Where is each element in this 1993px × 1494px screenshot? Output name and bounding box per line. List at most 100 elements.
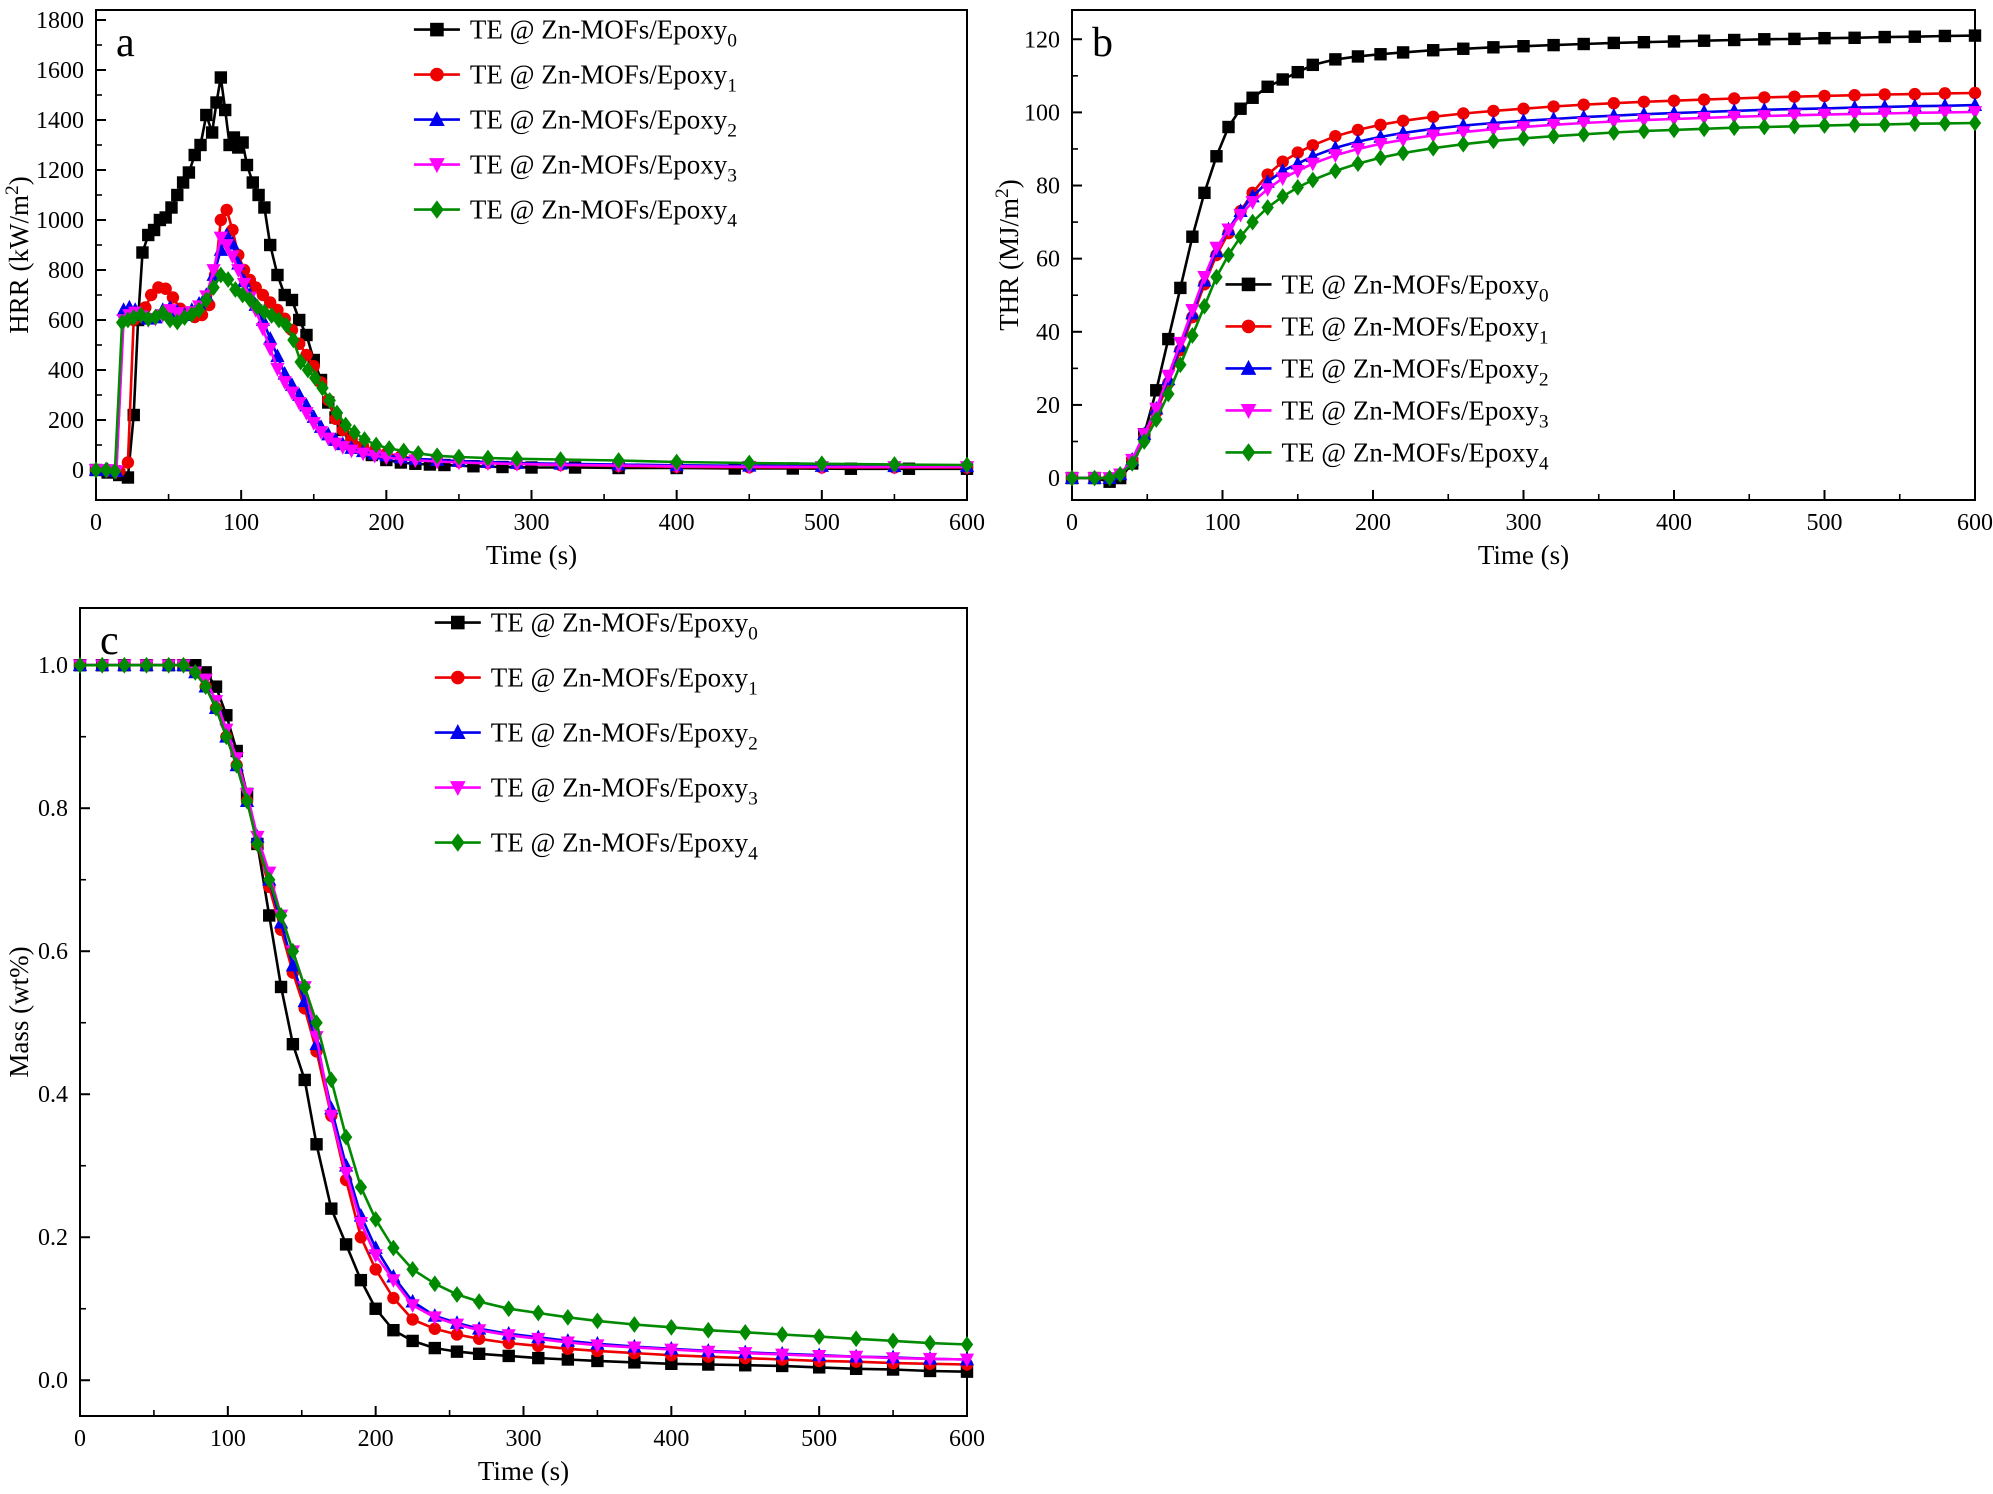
x-tick-label: 0 <box>74 1426 86 1452</box>
legend-label: TE @ Zn-MOFs/Epoxy4 <box>491 828 758 865</box>
x-tick-label: 300 <box>1506 510 1542 536</box>
x-tick-label: 600 <box>949 1426 985 1452</box>
series-line <box>96 236 967 473</box>
y-tick-label: 100 <box>1024 100 1060 126</box>
legend-entry-epoxy1: TE @ Zn-MOFs/Epoxy1 <box>413 60 737 97</box>
x-tick-label: 200 <box>358 1426 394 1452</box>
series-b-epoxy4 <box>1065 114 1982 487</box>
y-tick-label: 0.2 <box>38 1225 68 1251</box>
legend-label: TE @ Zn-MOFs/Epoxy0 <box>491 608 758 645</box>
series-c-epoxy2 <box>72 657 975 1366</box>
legend-label: TE @ Zn-MOFs/Epoxy4 <box>1282 437 1549 474</box>
x-tick-label: 300 <box>506 1426 542 1452</box>
legend-entry-epoxy3: TE @ Zn-MOFs/Epoxy3 <box>434 773 758 810</box>
legend-label: TE @ Zn-MOFs/Epoxy2 <box>491 718 758 755</box>
x-tick-label: 400 <box>653 1426 689 1452</box>
panel-letter-b: b <box>1092 20 1113 66</box>
x-tick-label: 500 <box>801 1426 837 1452</box>
series-line <box>96 273 968 473</box>
legend-entry-epoxy1: TE @ Zn-MOFs/Epoxy1 <box>1225 311 1549 349</box>
chart-a-hrr-canvas: 0 100 200 300 400 500 600 0 200 400 600 800 1000 1200… <box>2 8 985 570</box>
y-tick-label: 1400 <box>36 108 84 134</box>
x-tick-label: 400 <box>659 510 695 536</box>
legend-entry-epoxy0: TE @ Zn-MOFs/Epoxy0 <box>413 15 737 52</box>
y-tick-label: 1000 <box>36 208 84 234</box>
y-axis-title: HRR (kW/m2) <box>2 176 34 333</box>
legend-label: TE @ Zn-MOFs/Epoxy1 <box>470 60 737 97</box>
series-c-epoxy0 <box>73 659 974 1378</box>
x-tick-label: 300 <box>514 510 550 536</box>
series-markers <box>88 227 975 478</box>
legend-entry-epoxy2: TE @ Zn-MOFs/Epoxy2 <box>413 105 737 142</box>
legend-label: TE @ Zn-MOFs/Epoxy3 <box>1282 395 1549 432</box>
series-c-epoxy4 <box>73 656 974 1353</box>
y-tick-label: 0.6 <box>38 939 68 965</box>
series-c-epoxy3 <box>72 659 975 1368</box>
plot-frame <box>1071 9 1976 501</box>
legend-label: TE @ Zn-MOFs/Epoxy1 <box>1282 311 1549 348</box>
series-line <box>80 663 968 1366</box>
x-tick-label: 500 <box>1807 510 1843 536</box>
legend-b: TE @ Zn-MOFs/Epoxy0 TE @ Zn-MOFs/Epoxy1 TE… <box>1225 269 1549 475</box>
series-line <box>96 233 967 473</box>
y-tick-label: 1600 <box>36 58 84 84</box>
y-tick-label: 0.4 <box>38 1082 68 1108</box>
panel-letter-a: a <box>116 20 135 66</box>
y-tick-label: 800 <box>48 258 84 284</box>
y-tick-label: 0.0 <box>38 1368 68 1394</box>
series-line <box>1072 110 1976 480</box>
legend-label: TE @ Zn-MOFs/Epoxy3 <box>470 150 737 187</box>
x-tick-label: 100 <box>210 1426 246 1452</box>
legend-label: TE @ Zn-MOFs/Epoxy3 <box>491 773 758 810</box>
x-tick-label: 400 <box>1656 510 1692 536</box>
y-tick-label: 60 <box>1036 247 1060 273</box>
x-tick-label: 0 <box>90 510 102 536</box>
legend-entry-epoxy3: TE @ Zn-MOFs/Epoxy3 <box>413 150 737 187</box>
x-tick-label: 100 <box>223 510 259 536</box>
series-c-epoxy1 <box>73 659 974 1371</box>
series-line <box>80 663 968 1361</box>
legend-entry-epoxy4: TE @ Zn-MOFs/Epoxy4 <box>434 828 758 865</box>
legend-label: TE @ Zn-MOFs/Epoxy2 <box>470 105 737 142</box>
y-tick-label: 80 <box>1036 174 1060 200</box>
legend-label: TE @ Zn-MOFs/Epoxy4 <box>470 195 737 232</box>
series-markers <box>89 266 974 480</box>
y-tick-label: 40 <box>1036 320 1060 346</box>
panel-c-mass: 0 100 200 300 400 500 600 0.0 0.2 0.4 0.6 0.8 1.0 Tim… <box>0 598 985 1494</box>
legend-entry-epoxy4: TE @ Zn-MOFs/Epoxy4 <box>413 195 737 232</box>
legend-entry-epoxy0: TE @ Zn-MOFs/Epoxy0 <box>434 608 758 645</box>
panel-a-hrr: 0 100 200 300 400 500 600 0 200 400 600 800 1000 1200… <box>0 0 985 578</box>
y-tick-label: 200 <box>48 408 84 434</box>
x-tick-label: 200 <box>1355 510 1391 536</box>
legend-c: TE @ Zn-MOFs/Epoxy0 TE @ Zn-MOFs/Epoxy1 TE… <box>434 608 758 865</box>
axes-a: 0 100 200 300 400 500 600 0 200 400 600 800 1000 1200… <box>36 8 985 536</box>
y-tick-label: 1800 <box>36 8 84 34</box>
series-a-epoxy2 <box>88 227 975 478</box>
y-tick-label: 120 <box>1024 27 1060 53</box>
x-tick-label: 600 <box>949 510 985 536</box>
panel-b-thr: 0 100 200 300 400 500 600 0 20 40 60 80 100 120 Time (… <box>990 0 1993 578</box>
y-tick-label: 0 <box>1048 466 1060 492</box>
legend-label: TE @ Zn-MOFs/Epoxy0 <box>1282 269 1549 306</box>
series-markers <box>73 659 974 1371</box>
x-tick-label: 0 <box>1066 510 1078 536</box>
series-line <box>80 663 968 1361</box>
legend-label: TE @ Zn-MOFs/Epoxy1 <box>491 663 758 700</box>
x-tick-label: 100 <box>1205 510 1241 536</box>
legend-entry-epoxy1: TE @ Zn-MOFs/Epoxy1 <box>434 663 758 700</box>
legend-label: TE @ Zn-MOFs/Epoxy2 <box>1282 353 1549 390</box>
y-tick-label: 1200 <box>36 158 84 184</box>
panel-letter-c: c <box>100 618 119 664</box>
series-a-epoxy4 <box>89 266 974 480</box>
x-tick-label: 600 <box>1957 510 1993 536</box>
y-axis-title: Mass (wt%) <box>4 946 34 1077</box>
legend-a: TE @ Zn-MOFs/Epoxy0 TE @ Zn-MOFs/Epoxy1 TE… <box>413 15 737 232</box>
y-tick-label: 0 <box>72 458 84 484</box>
y-tick-label: 0.8 <box>38 796 68 822</box>
x-tick-label: 200 <box>368 510 404 536</box>
series-markers <box>72 657 975 1366</box>
chart-b-thr-canvas: 0 100 200 300 400 500 600 0 20 40 60 80 100 120 Time (… <box>992 9 1993 570</box>
legend-entry-epoxy4: TE @ Zn-MOFs/Epoxy4 <box>1225 437 1549 475</box>
x-axis-title: Time (s) <box>478 1456 569 1486</box>
